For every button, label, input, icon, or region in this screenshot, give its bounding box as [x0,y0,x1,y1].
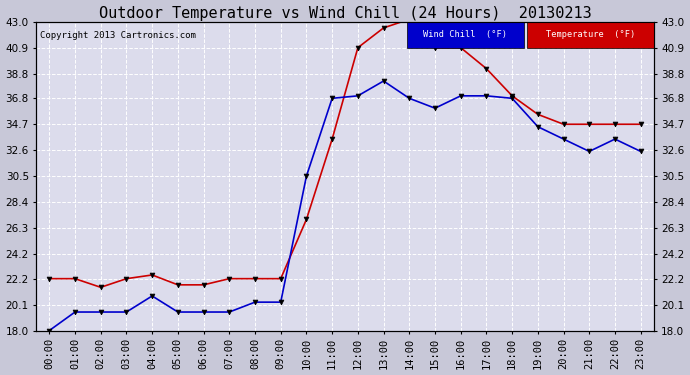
FancyBboxPatch shape [406,22,524,48]
Text: Temperature  (°F): Temperature (°F) [546,30,635,39]
Text: Copyright 2013 Cartronics.com: Copyright 2013 Cartronics.com [39,31,195,40]
FancyBboxPatch shape [527,22,653,48]
Title: Outdoor Temperature vs Wind Chill (24 Hours)  20130213: Outdoor Temperature vs Wind Chill (24 Ho… [99,6,591,21]
Text: Wind Chill  (°F): Wind Chill (°F) [424,30,507,39]
